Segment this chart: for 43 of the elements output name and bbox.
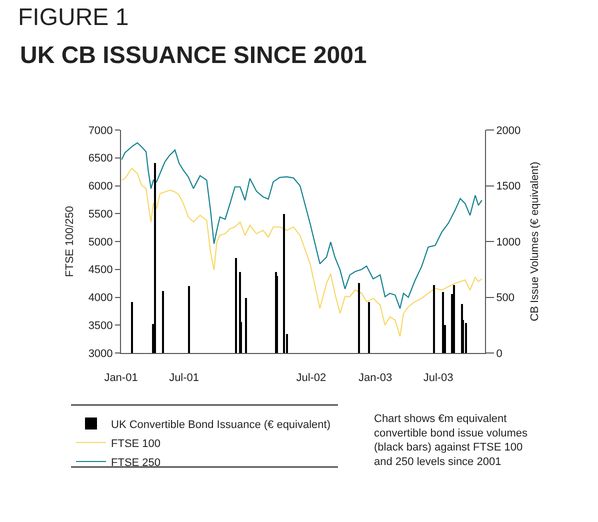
bar bbox=[131, 302, 133, 353]
chart-title: FIGURE 1 bbox=[18, 4, 129, 31]
text: Chart shows €m equivalent convertible bond issue volumes (black bars) against FTSE 100 and 250 levels since 2001 bbox=[374, 413, 528, 468]
bar bbox=[162, 291, 164, 353]
y-tick-label: 4000 bbox=[88, 292, 113, 304]
bar bbox=[188, 286, 190, 353]
x-tick-label: Jul-02 bbox=[296, 372, 326, 384]
y-tick-label: 5000 bbox=[88, 236, 113, 248]
line-series bbox=[121, 142, 482, 309]
bar bbox=[368, 302, 370, 353]
bar bbox=[453, 285, 455, 353]
chart-subtitle: UK CB ISSUANCE SINCE 2001 bbox=[20, 42, 367, 69]
legend-label: FTSE 250 bbox=[111, 456, 161, 469]
bar bbox=[276, 276, 278, 353]
bar bbox=[245, 298, 247, 353]
y2-tick-label: 1500 bbox=[496, 180, 521, 193]
y-tick-label: 3000 bbox=[88, 348, 113, 360]
bar bbox=[358, 283, 360, 353]
y-tick-label: 6000 bbox=[88, 180, 113, 193]
x-tick-label: Jul-01 bbox=[169, 372, 200, 384]
y-axis-title: FTSE 100/250 bbox=[64, 206, 76, 277]
bar bbox=[235, 258, 237, 353]
line-series bbox=[121, 168, 482, 337]
x-tick-label: Jan-01 bbox=[104, 372, 138, 384]
y-tick-label: 6500 bbox=[88, 152, 113, 165]
y-tick-label: 3500 bbox=[88, 320, 113, 332]
y2-tick-label: 500 bbox=[496, 292, 515, 304]
bar bbox=[433, 285, 435, 353]
y2-tick-label: 2000 bbox=[496, 124, 521, 137]
legend-label: UK Convertible Bond Issuance (€ equivalent) bbox=[111, 418, 331, 431]
y2-axis-title: CB Issue Volumes (€ equivalent) bbox=[528, 162, 541, 322]
y2-tick-label: 0 bbox=[496, 348, 502, 360]
bar bbox=[442, 292, 444, 353]
bar bbox=[283, 214, 285, 353]
y-tick-label: 7000 bbox=[88, 124, 113, 137]
bar bbox=[465, 323, 467, 353]
legend-label: FTSE 100 bbox=[111, 438, 161, 450]
y-tick-label: 4500 bbox=[88, 264, 113, 276]
y2-tick-label: 1000 bbox=[496, 236, 521, 248]
bar bbox=[154, 163, 156, 353]
y-tick-label: 5500 bbox=[88, 208, 113, 220]
x-tick-label: Jul-03 bbox=[423, 372, 454, 384]
x-tick-label: Jan-03 bbox=[358, 372, 392, 384]
